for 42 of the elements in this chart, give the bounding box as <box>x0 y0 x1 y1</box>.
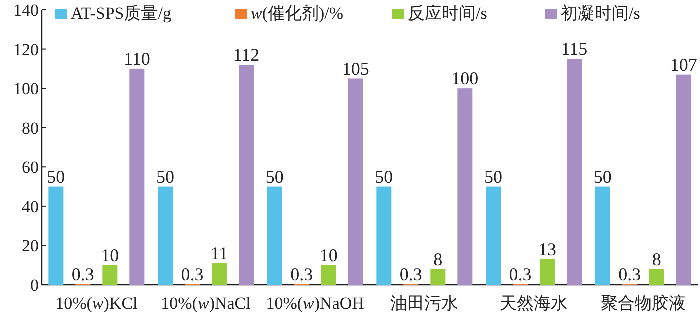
label: 0.3 <box>181 264 204 284</box>
label: 50 <box>594 166 612 187</box>
category: 10%(w)NaCl <box>161 294 251 313</box>
label: 8 <box>652 249 662 270</box>
ytick: 80 <box>22 118 39 138</box>
label: 50 <box>484 166 502 187</box>
ytick: 60 <box>22 158 39 178</box>
label: 0.3 <box>509 264 532 284</box>
category: 天然海水 <box>500 294 568 313</box>
label: 0.3 <box>72 264 94 284</box>
label: 50 <box>266 166 284 187</box>
ytick: 140 <box>14 1 39 20</box>
label: 0.3 <box>618 264 642 284</box>
label: 0.3 <box>290 264 314 284</box>
label: 50 <box>156 166 174 187</box>
label: 112 <box>233 45 260 65</box>
label: 11 <box>210 243 228 264</box>
category: 10%(w)KCl <box>56 294 138 313</box>
ytick: 20 <box>22 236 39 256</box>
label: 107 <box>670 54 698 75</box>
label: 115 <box>561 39 588 60</box>
ytick: 0 <box>30 276 39 295</box>
category: 聚合物胶液 <box>600 294 686 313</box>
label: 50 <box>375 166 394 187</box>
ytick: 120 <box>14 40 39 60</box>
ytick: 100 <box>14 80 39 99</box>
category: 油田污水 <box>390 294 459 313</box>
label: 10 <box>101 245 120 266</box>
ytick: 40 <box>22 197 39 216</box>
label: 110 <box>124 48 150 69</box>
label: 0.3 <box>400 264 422 284</box>
label: 105 <box>342 58 370 79</box>
legend-item: AT-SPS质量/g <box>71 4 172 23</box>
category: 10%(w)NaOH <box>266 294 364 313</box>
label: 10 <box>320 245 338 266</box>
legend-item: w(催化剂)/% <box>251 4 344 23</box>
legend-item: 反应时间/s <box>408 4 488 23</box>
label: 100 <box>452 68 479 89</box>
label: 8 <box>434 249 443 270</box>
label: 13 <box>538 239 556 260</box>
legend-item: 初凝时间/s <box>561 4 640 23</box>
label: 50 <box>47 166 66 187</box>
